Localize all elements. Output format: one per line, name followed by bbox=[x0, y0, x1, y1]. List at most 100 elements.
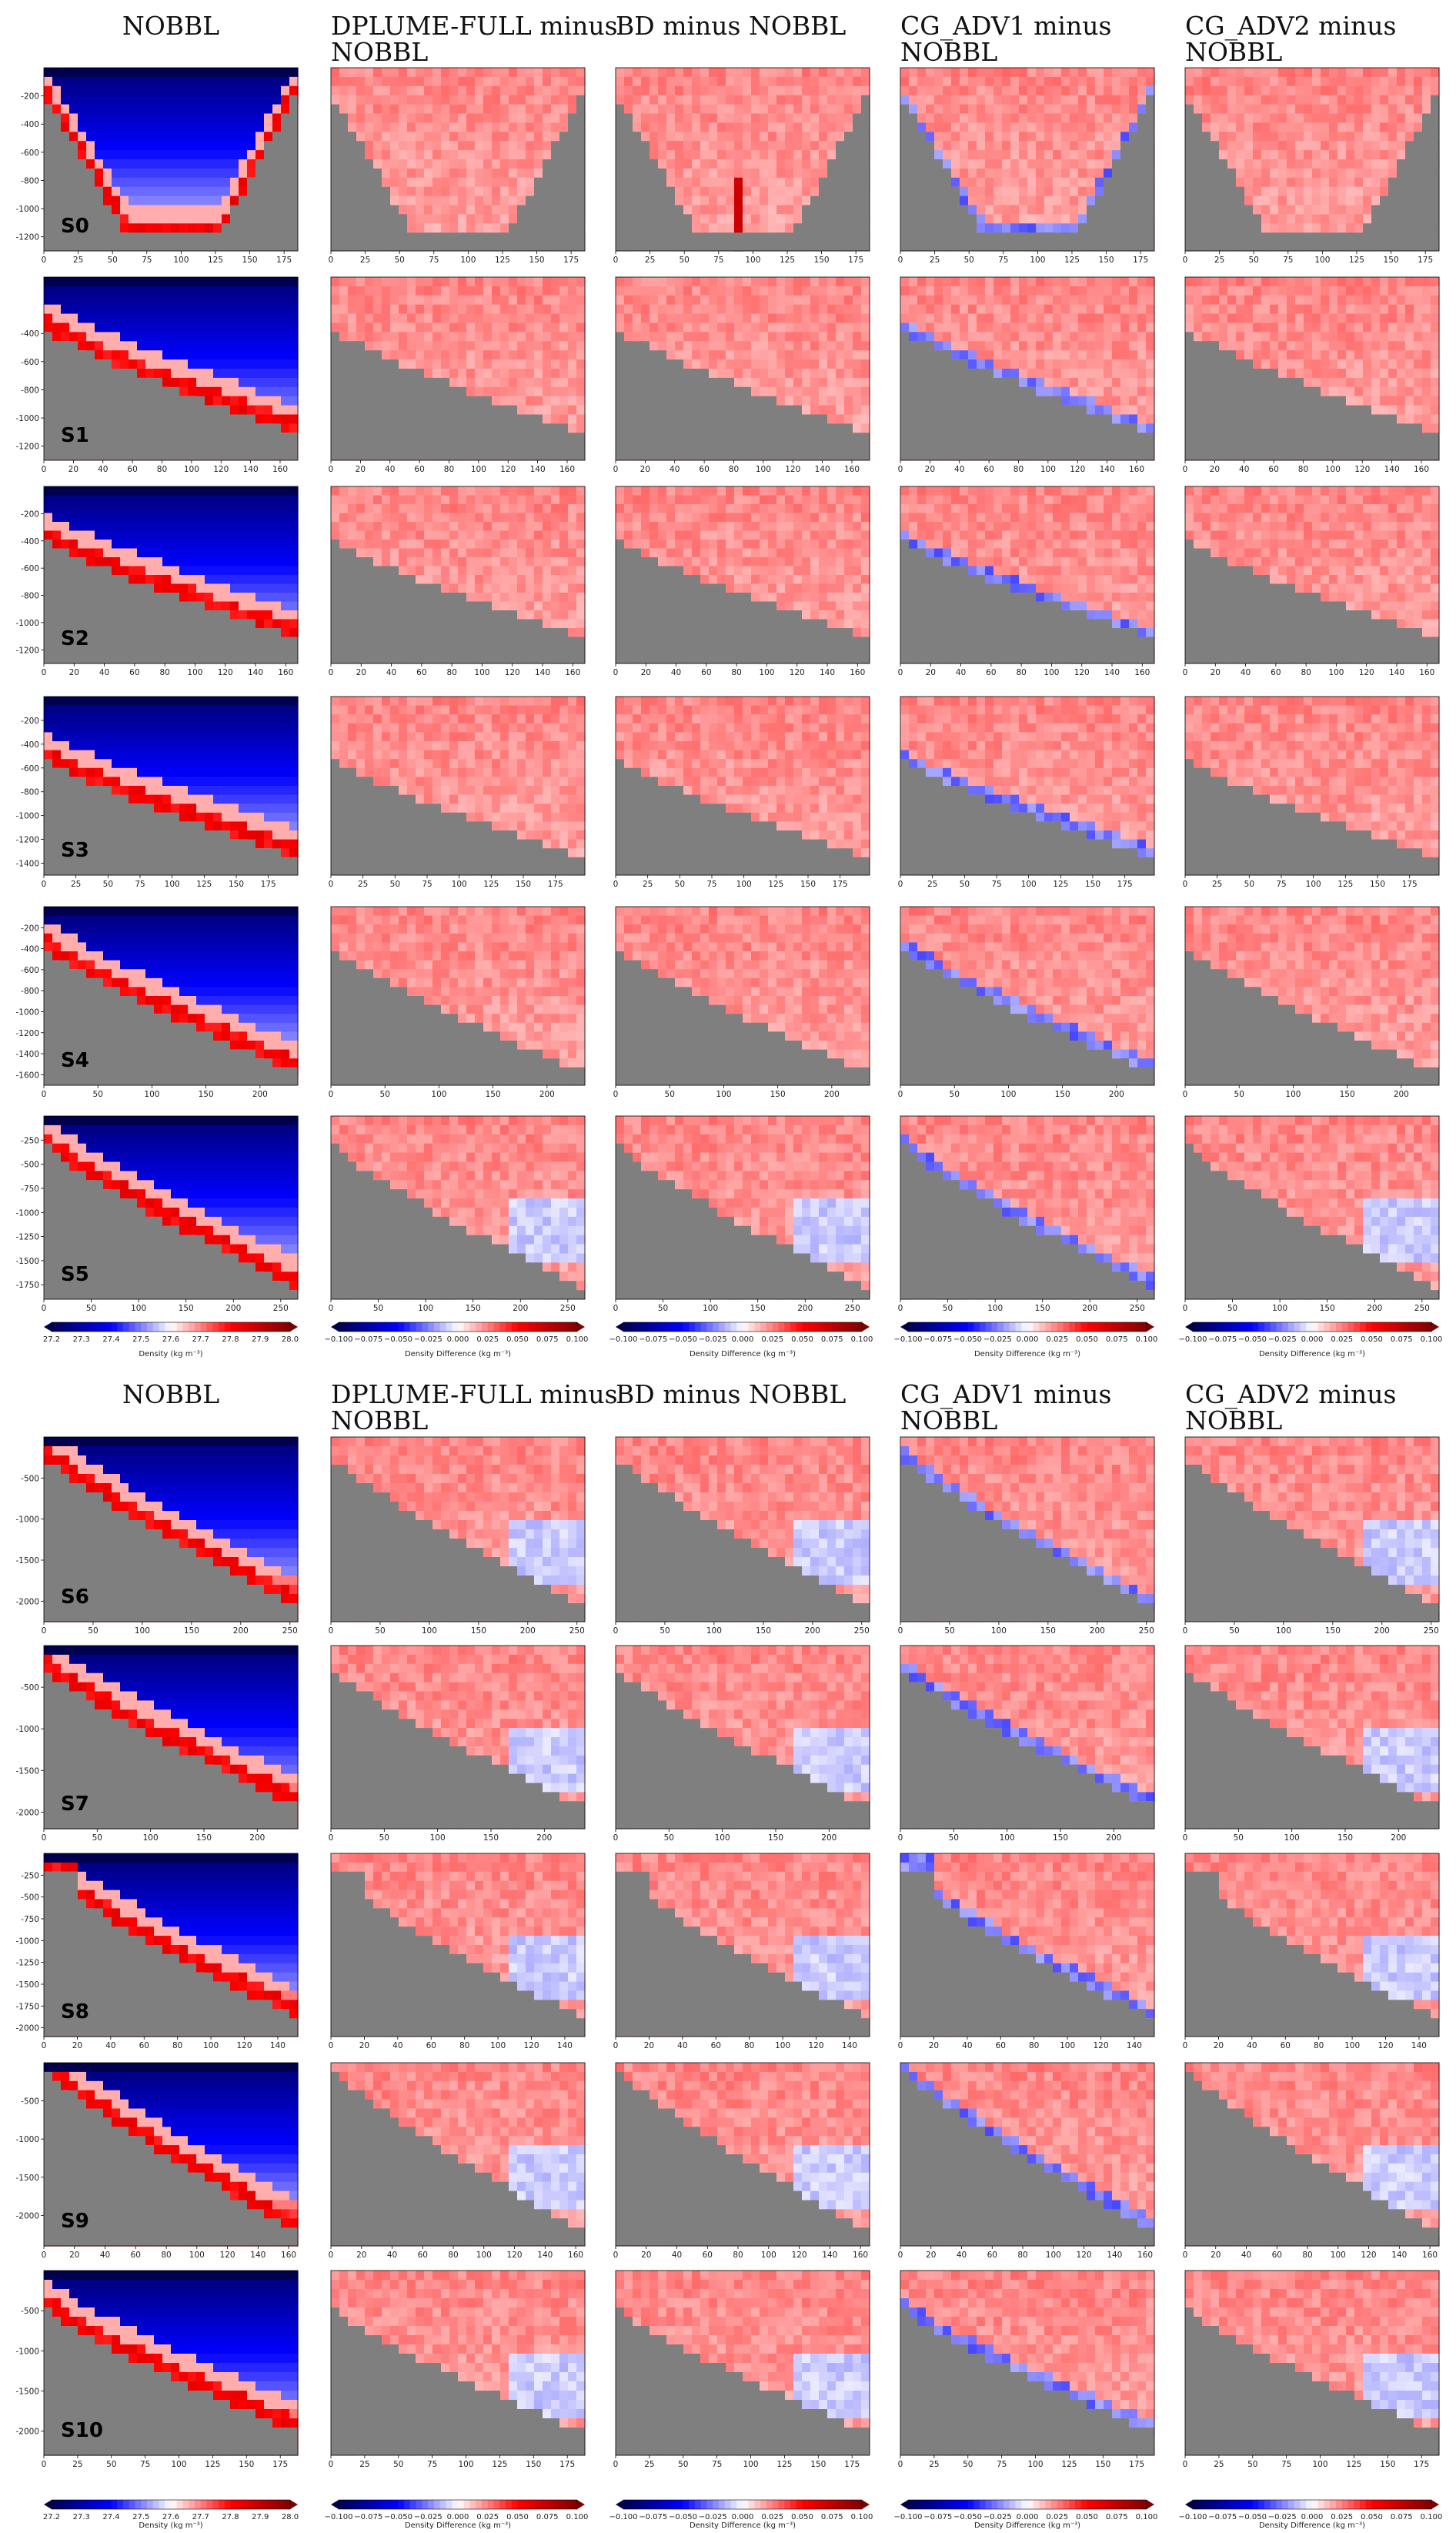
panel-S4-col0: 0 50 100 150 200-200-400-600-800-1000-1200-1… bbox=[15, 907, 298, 1099]
x-tick-label: 50 bbox=[964, 256, 974, 265]
x-tick-label: 50 bbox=[1249, 256, 1259, 265]
y-tick-label: -1400 bbox=[15, 1050, 39, 1059]
x-tick-label: 250 bbox=[845, 1304, 860, 1313]
y-tick-label: -1200 bbox=[15, 443, 39, 452]
x-tick-label: 100 bbox=[1046, 2251, 1061, 2260]
x-tick-label: 20 bbox=[926, 668, 936, 677]
x-tick-label: 0 bbox=[1183, 2251, 1188, 2260]
colorbar-tick-label: −0.050 bbox=[669, 1335, 697, 1344]
x-tick-label: 120 bbox=[1354, 465, 1370, 474]
x-tick-label: 150 bbox=[1053, 1833, 1068, 1843]
x-tick-label: 175 bbox=[844, 2460, 860, 2469]
x-tick-label: 100 bbox=[459, 2460, 474, 2469]
x-tick-label: 20 bbox=[641, 2251, 651, 2260]
y-tick-label: -1400 bbox=[15, 860, 39, 869]
colorbar-tick-label: 27.9 bbox=[252, 2513, 269, 2521]
x-tick-label: 100 bbox=[131, 1304, 146, 1313]
colorbar-label: Density Difference (kg m⁻³) bbox=[690, 2521, 796, 2530]
x-tick-label: 0 bbox=[613, 880, 619, 889]
x-tick-label: 75 bbox=[429, 256, 439, 265]
colorbar-tick-label: −0.100 bbox=[1178, 2513, 1207, 2521]
x-tick-label: 150 bbox=[179, 1304, 194, 1313]
x-tick-label: 150 bbox=[770, 1090, 786, 1099]
colorbar-label: Density Difference (kg m⁻³) bbox=[1259, 2521, 1365, 2530]
colorbar-tick-label: 0.050 bbox=[506, 2513, 529, 2521]
colorbar-tick-label: −0.025 bbox=[699, 2513, 727, 2521]
colorbar-difference-1-2: −0.100 −0.075 −0.050 −0.025 0.000 0.025 0.050 0… bbox=[609, 2500, 873, 2530]
x-tick-label: 50 bbox=[1227, 1304, 1237, 1313]
colorbar-tick-label: 0.000 bbox=[447, 1335, 469, 1344]
panel-S7-col2: 0 50 100 150 200 bbox=[613, 1646, 870, 1843]
x-tick-label: 100 bbox=[759, 668, 774, 677]
x-tick-label: 60 bbox=[701, 668, 711, 677]
x-tick-label: 50 bbox=[108, 256, 118, 265]
x-tick-label: 120 bbox=[790, 668, 805, 677]
panel-S3-col4: 0 25 50 75 100 125 150 175 bbox=[1183, 697, 1440, 889]
x-tick-label: 0 bbox=[1183, 1304, 1188, 1313]
panel-S6-col3: 0 50 100 150 200 250 bbox=[898, 1437, 1155, 1636]
colorbar-label: Density Difference (kg m⁻³) bbox=[974, 2521, 1080, 2530]
x-tick-label: 100 bbox=[135, 1626, 150, 1636]
x-tick-label: 40 bbox=[98, 465, 108, 474]
x-tick-label: 140 bbox=[1389, 668, 1404, 677]
x-tick-label: 250 bbox=[1139, 1626, 1154, 1636]
x-tick-label: 125 bbox=[492, 2460, 507, 2469]
colorbar-tick-label: 0.025 bbox=[476, 1335, 499, 1344]
panel-S4-col4: 0 50 100 150 200 bbox=[1183, 907, 1440, 1099]
x-tick-label: 125 bbox=[776, 2460, 792, 2469]
x-tick-label: 100 bbox=[703, 1304, 718, 1313]
x-tick-label: 40 bbox=[957, 2251, 967, 2260]
colorbar-tick-label: −0.050 bbox=[669, 2513, 697, 2521]
colorbar-tick-label: −0.075 bbox=[639, 1335, 667, 1344]
x-tick-label: 0 bbox=[329, 2460, 334, 2469]
x-tick-label: 20 bbox=[929, 2041, 939, 2050]
x-tick-label: 50 bbox=[1244, 880, 1254, 889]
x-tick-label: 250 bbox=[282, 1626, 298, 1636]
x-tick-label: 20 bbox=[644, 2041, 654, 2050]
x-tick-label: 80 bbox=[1016, 668, 1026, 677]
panel-S0-col2: 0 25 50 75 100 125 150 175 bbox=[613, 68, 870, 265]
x-tick-label: 100 bbox=[184, 465, 199, 474]
x-tick-label: 0 bbox=[613, 1833, 619, 1843]
x-tick-label: 25 bbox=[644, 2460, 654, 2469]
colorbar-tick-label: 0.100 bbox=[1421, 1335, 1443, 1344]
x-tick-label: 175 bbox=[848, 256, 863, 265]
x-tick-label: 160 bbox=[1129, 465, 1144, 474]
x-tick-label: 75 bbox=[712, 2460, 722, 2469]
x-tick-label: 0 bbox=[42, 256, 47, 265]
x-tick-label: 100 bbox=[1306, 880, 1321, 889]
x-tick-label: 120 bbox=[1077, 2251, 1092, 2260]
x-tick-label: 160 bbox=[565, 668, 580, 677]
y-tick-label: -400 bbox=[21, 945, 39, 954]
x-tick-label: 150 bbox=[199, 1090, 214, 1099]
x-tick-label: 80 bbox=[448, 2251, 458, 2260]
x-tick-label: 80 bbox=[1314, 2041, 1324, 2050]
panel-S7-col0: 0 50 100 150 200-500-1000-1500-2000 S7 bbox=[15, 1646, 298, 1843]
x-tick-label: 60 bbox=[1268, 465, 1278, 474]
y-tick-label: -1000 bbox=[15, 1725, 39, 1734]
x-tick-label: 150 bbox=[800, 880, 816, 889]
x-tick-label: 100 bbox=[143, 1833, 159, 1843]
column-title-0-0-line0: NOBBL bbox=[122, 11, 219, 41]
y-tick-label: -1200 bbox=[15, 646, 39, 655]
colorbar-density-1-0: 27.2 27.3 27.4 27.5 27.6 27.7 27.8 27.9 28.0Dens… bbox=[43, 2500, 299, 2530]
x-tick-label: 150 bbox=[814, 256, 830, 265]
x-tick-label: 140 bbox=[1127, 2041, 1142, 2050]
x-tick-label: 150 bbox=[750, 1304, 766, 1313]
x-tick-label: 175 bbox=[1133, 256, 1148, 265]
colorbar-tick-label: 27.6 bbox=[162, 1335, 179, 1344]
panel-S10-col0: 0 25 50 75 100 125 150 175-500-1000-1500-2000 S1… bbox=[15, 2271, 298, 2469]
panel-S1-col3: 0 20 40 60 80 100 120 140 160 bbox=[898, 277, 1155, 474]
x-tick-label: 100 bbox=[756, 465, 771, 474]
x-tick-label: 100 bbox=[736, 880, 752, 889]
x-tick-label: 120 bbox=[505, 668, 520, 677]
column-title-4-0-line1: NOBBL bbox=[1185, 37, 1282, 67]
x-tick-label: 0 bbox=[1183, 880, 1188, 889]
y-tick-label: -800 bbox=[21, 176, 39, 185]
x-tick-label: 120 bbox=[1378, 2041, 1394, 2050]
y-tick-label: -750 bbox=[21, 1915, 39, 1924]
x-tick-label: 25 bbox=[643, 880, 653, 889]
x-tick-label: 100 bbox=[144, 1090, 159, 1099]
section-label-S6: S6 bbox=[61, 1586, 89, 1609]
colorbar-tick-label: −0.100 bbox=[324, 1335, 352, 1344]
